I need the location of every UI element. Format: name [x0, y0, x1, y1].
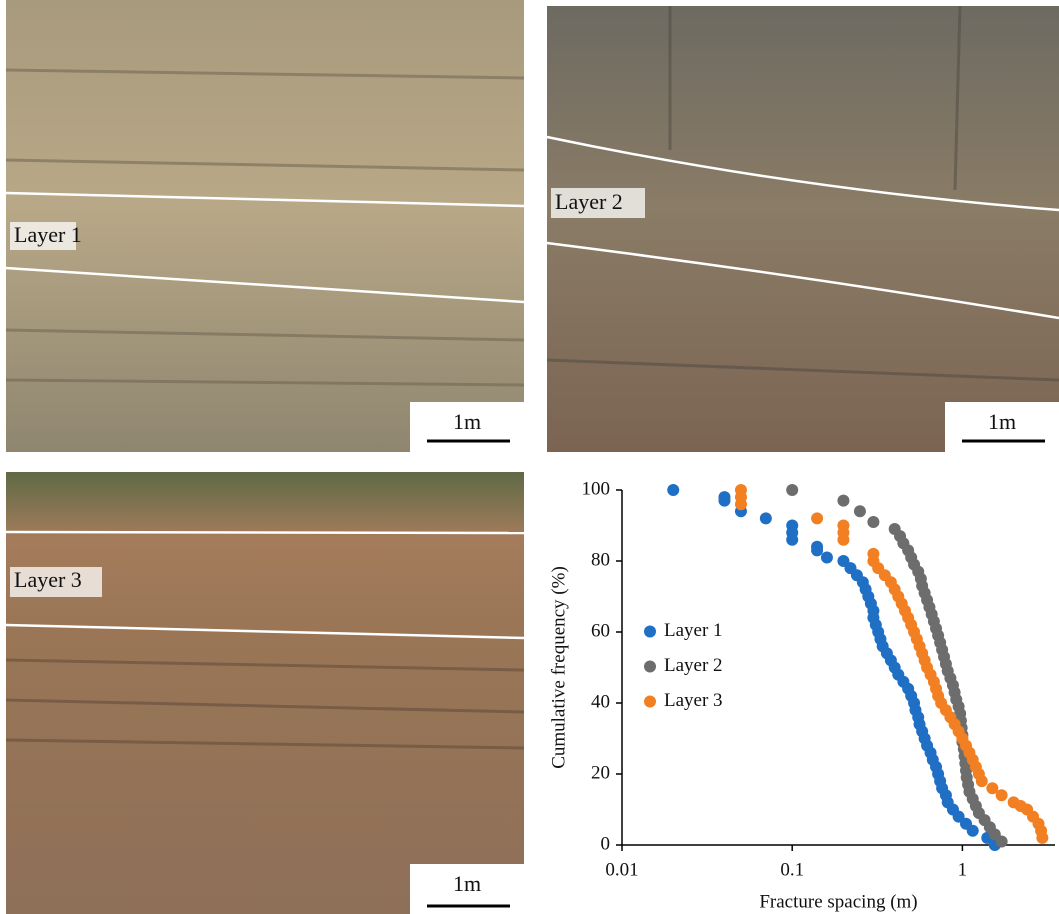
layer-boundary: [5, 623, 525, 640]
x-tick-label: 1: [958, 859, 968, 880]
point: [995, 789, 1008, 802]
layer-boundary: [5, 266, 525, 304]
legend-marker: [644, 695, 656, 708]
y-tick-label: 20: [591, 762, 610, 783]
label-background: [10, 222, 76, 250]
chart: 0 20 40 60 80 100 0.01 0.1 1 Fracture spacing (m)…: [548, 478, 1055, 912]
layer-boundary: [546, 135, 1059, 212]
point: [667, 484, 680, 496]
point: [734, 498, 747, 511]
y-tick-label: 0: [601, 833, 611, 854]
point: [975, 775, 988, 788]
point: [837, 533, 850, 546]
label-background: [551, 188, 645, 218]
point: [952, 810, 965, 823]
layer-label: Layer 2: [555, 189, 623, 214]
point: [1036, 831, 1049, 844]
strata-texture: [5, 68, 525, 387]
photo-layer-3: Layer 3 1m: [5, 472, 525, 914]
scale-box: [945, 402, 1059, 452]
point: [786, 533, 799, 546]
label-background: [10, 567, 102, 597]
strata-texture: [546, 5, 1059, 382]
y-axis-label: Cumulative frequency (%): [548, 566, 569, 769]
point: [966, 824, 979, 837]
strata-texture: [5, 658, 525, 750]
legend-label: Layer 3: [664, 690, 723, 711]
layer-label: Layer 1: [14, 222, 82, 247]
layer-boundary: [546, 241, 1059, 320]
x-tick-label: 0.1: [780, 859, 804, 880]
scale-box: [410, 402, 524, 452]
layer-label: Layer 3: [14, 567, 82, 592]
photo-background: [6, 472, 524, 914]
point: [995, 835, 1008, 848]
photo-layer-1: Layer 1 1m: [5, 0, 525, 452]
scale-label: 1m: [453, 871, 481, 896]
photo-background: [547, 6, 1059, 452]
point: [786, 484, 799, 496]
legend-marker: [644, 625, 656, 638]
point: [811, 544, 824, 557]
layer-boundary: [5, 191, 525, 208]
y-tick-label: 60: [591, 620, 610, 641]
legend-label: Layer 2: [664, 655, 723, 676]
point: [820, 551, 833, 564]
point: [811, 512, 824, 525]
scale-label: 1m: [988, 409, 1016, 434]
layer-boundary: [5, 530, 525, 535]
point: [837, 494, 850, 507]
point: [986, 782, 999, 795]
point: [853, 505, 866, 518]
scale-label: 1m: [453, 409, 481, 434]
x-axis-label: Fracture spacing (m): [759, 891, 917, 912]
point: [759, 512, 772, 525]
photo-layer-2: Layer 2 1m: [546, 5, 1059, 452]
x-tick-label: 0.01: [605, 859, 638, 880]
y-tick-label: 100: [582, 478, 611, 499]
point: [867, 515, 880, 528]
y-tick-label: 40: [591, 691, 610, 712]
y-tick-label: 80: [591, 549, 610, 570]
legend-marker: [644, 660, 656, 673]
legend-label: Layer 1: [664, 620, 723, 641]
point: [718, 494, 731, 507]
